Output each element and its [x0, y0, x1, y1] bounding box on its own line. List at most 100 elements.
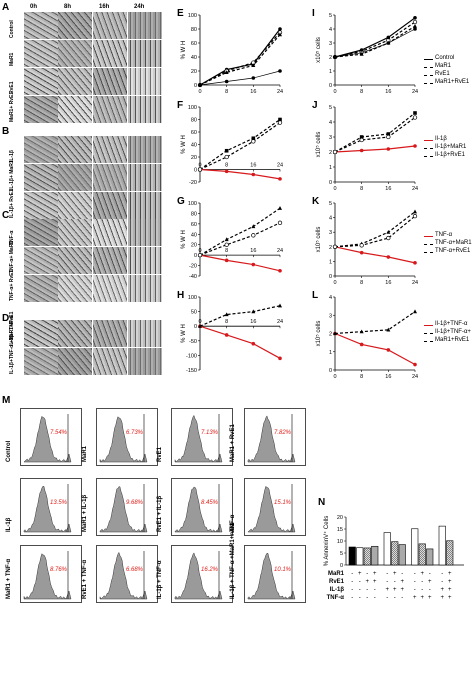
condition-sign: +	[440, 595, 444, 601]
wound-micrograph	[58, 219, 92, 246]
legend-swatch	[424, 236, 433, 237]
condition-sign: -	[359, 587, 361, 593]
y-axis-title: % W H	[181, 135, 187, 154]
flow-sample-label: MaR1 + IL-1β	[82, 494, 88, 532]
x-tick-label: 24	[277, 89, 283, 95]
y-tick-label: 60	[191, 130, 197, 136]
x-tick-label: 0	[333, 89, 336, 95]
wound-micrograph	[24, 12, 58, 39]
y-tick-label: 2	[329, 55, 332, 61]
wound-micrograph	[128, 219, 162, 246]
wound-micrograph	[128, 40, 162, 67]
data-point	[278, 177, 282, 181]
legend-swatch	[424, 252, 433, 253]
data-point	[386, 235, 391, 241]
data-point	[197, 252, 203, 258]
chart-j: 0 1 2 3 4 5 0 8 16 24 x10⁵ cells	[315, 105, 418, 192]
data-point	[413, 15, 417, 20]
x-tick-label: 8	[225, 163, 228, 169]
y-tick-label: 0	[329, 83, 332, 89]
data-point	[386, 40, 391, 45]
x-tick-label: 24	[277, 163, 283, 169]
y-tick-label: 2	[329, 245, 332, 251]
legend-label: Control	[435, 55, 455, 61]
data-point	[386, 132, 391, 136]
data-point	[359, 52, 364, 56]
data-point	[224, 79, 229, 84]
x-tick-label: 0	[333, 186, 336, 192]
legend-label: TNF-α	[435, 232, 453, 238]
panel-label-g: G	[177, 196, 185, 207]
condition-sign: -	[421, 579, 423, 585]
series-line	[334, 117, 416, 153]
flow-sample-label: IL-1β + TNF-α	[157, 560, 163, 599]
annexin-percentage: 7.82%	[274, 430, 292, 436]
legend-swatch	[424, 140, 433, 141]
panel-label-n: N	[318, 497, 326, 508]
y-axis-title: % W H	[181, 230, 187, 249]
y-tick-label: 4	[329, 216, 332, 222]
data-point	[386, 327, 391, 332]
condition-sign: -	[386, 571, 388, 577]
y-axis-title: % W H	[181, 41, 187, 60]
data-point	[359, 48, 364, 52]
data-point	[359, 135, 364, 139]
condition-sign: -	[351, 579, 353, 585]
x-tick-label: 0	[198, 163, 201, 169]
panel-label-l: L	[312, 290, 319, 301]
wound-micrograph	[93, 275, 127, 302]
annexin-percentage: 13.5%	[50, 500, 68, 506]
condition-sign: -	[374, 595, 376, 601]
x-tick-label: 0	[333, 374, 336, 380]
x-tick-label: 16	[250, 319, 256, 325]
data-point	[224, 242, 229, 247]
flow-sample-label: MaR1 + TNF-α	[6, 558, 12, 599]
data-point	[278, 303, 282, 308]
y-tick-label: 10	[337, 539, 343, 545]
wound-micrograph	[24, 348, 58, 375]
condition-sign: -	[386, 595, 388, 601]
condition-sign: +	[428, 579, 432, 585]
flow-histogram	[20, 408, 82, 466]
panel-label-i: I	[312, 8, 315, 19]
condition-sign: +	[385, 587, 389, 593]
legend-label: MaR1+RvE1	[435, 337, 470, 343]
y-tick-label: 0	[194, 253, 197, 259]
wound-micrograph	[93, 219, 127, 246]
histogram-area	[174, 486, 223, 533]
wound-micrograph	[93, 192, 127, 219]
data-point	[413, 27, 417, 31]
x-tick-label: 8	[360, 280, 363, 286]
x-tick-label: 16	[250, 163, 256, 169]
legend-swatch	[424, 67, 433, 68]
wound-micrograph	[24, 219, 58, 246]
data-point	[413, 24, 417, 28]
flow-histogram	[96, 545, 158, 603]
condition-sign: +	[420, 571, 424, 577]
y-tick-label: 20	[191, 243, 197, 249]
condition-sign: -	[429, 587, 431, 593]
series-line	[199, 222, 281, 256]
condition-sign: -	[351, 571, 353, 577]
x-tick-label: 16	[385, 280, 391, 286]
data-point	[359, 148, 364, 153]
wound-micrograph	[58, 68, 92, 95]
legend-swatch	[424, 59, 433, 60]
wound-micrograph	[128, 320, 162, 347]
legend-label: Il-1β	[435, 136, 447, 142]
condition-sign: -	[374, 587, 376, 593]
condition-sign: +	[400, 587, 404, 593]
panel-label-f: F	[177, 100, 184, 111]
y-tick-label: 5	[329, 13, 332, 19]
flow-sample-label: Control	[6, 440, 12, 462]
y-tick-label: 2	[329, 150, 332, 156]
wound-micrograph	[58, 247, 92, 274]
condition-sign: -	[351, 587, 353, 593]
data-point	[224, 148, 229, 153]
data-point	[413, 209, 417, 214]
legend-swatch	[424, 341, 433, 342]
panel-label-e: E	[177, 8, 184, 19]
series-line	[199, 32, 281, 86]
series-line	[334, 215, 416, 248]
condition-sign: -	[401, 571, 403, 577]
